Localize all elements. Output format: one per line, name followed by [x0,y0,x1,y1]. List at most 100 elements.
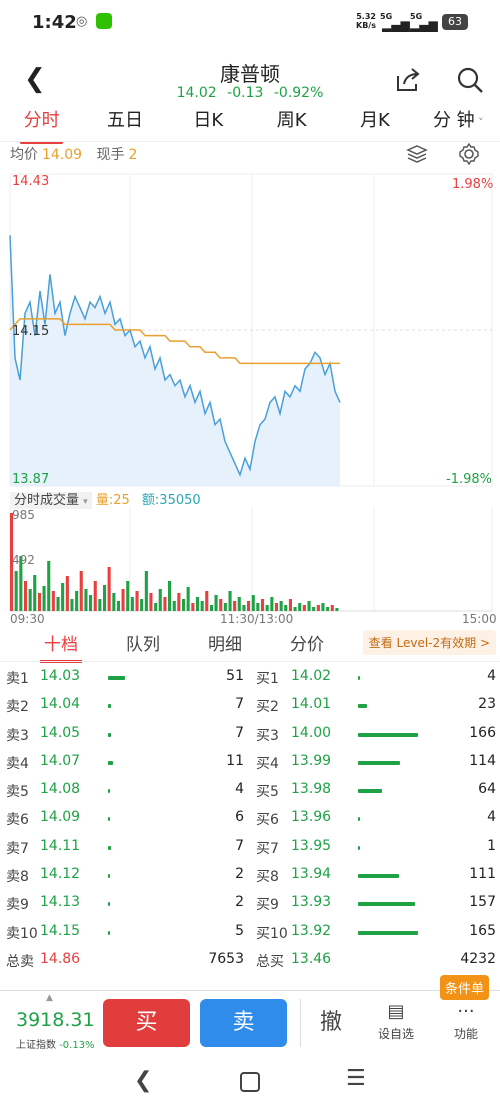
sell-volume: 7 [235,724,244,741]
sell-volume: 6 [235,809,244,826]
tab-daily-k[interactable]: 日K [193,110,224,131]
tab-5day[interactable]: 五日 [106,110,143,131]
volume-indicator-select[interactable]: 分时成交量 ▾ [10,492,92,509]
net-speed-value: 5.32 [356,12,376,21]
volume-bar [293,607,297,611]
buy-price: 13.98 [291,781,332,798]
orderbook-row[interactable]: 卖4 14.07 11 买4 13.99 114 [0,749,500,777]
orderbook-row[interactable]: 卖1 14.03 51 买1 14.02 4 [0,664,500,692]
sell-button[interactable]: 卖 [200,999,287,1047]
sell-volume-bar [108,704,111,709]
volume-bar [326,607,330,611]
buy-level-label: 买3 [256,727,279,744]
current-hand-label: 现手 [96,147,125,163]
buy-volume-bar [358,874,399,879]
y-min-label: 13.87 [12,472,50,487]
pct-min-label: -1.98% [446,472,492,487]
tab-details[interactable]: 明细 [208,635,242,655]
level2-link[interactable]: 查看 Level-2有效期 > [362,630,496,655]
buy-volume: 157 [469,894,496,911]
search-icon[interactable] [456,66,484,94]
net-speed-unit: KB/s [356,21,376,30]
more-icon: ··· [457,1001,475,1022]
buy-price: 13.99 [291,752,332,769]
volume-bar [51,591,55,611]
index-label: 上证指数 -0.13% [16,1040,95,1051]
volume-bar [130,597,134,611]
volume-bar [163,597,167,611]
volume-bar [33,575,37,611]
volume-bar [223,603,227,611]
buy-volume: 114 [469,752,496,769]
total-sell-volume: 7653 [208,950,244,967]
gear-icon[interactable] [458,143,480,165]
x-start-label: 09:30 [10,612,45,626]
order-book: 卖1 14.03 51 买1 14.02 4 卖2 14.04 7 买2 14.01 23 卖3 14.0… [0,664,500,975]
orderbook-row[interactable]: 卖6 14.09 6 买6 13.96 4 [0,805,500,833]
layers-icon[interactable] [406,144,428,164]
orderbook-row[interactable]: 卖7 14.11 7 买7 13.95 1 [0,834,500,862]
condition-order-badge[interactable]: 条件单 [440,975,490,1000]
total-buy-label: 总买 [256,953,284,970]
volume-bar [172,601,176,611]
x-mid-label: 11:30/13:00 [220,612,294,626]
nav-back-icon[interactable]: ❮ [134,1068,153,1093]
buy-button[interactable]: 买 [103,999,190,1047]
sell-volume-bar [108,817,110,822]
total-sell-price: 14.86 [40,950,81,967]
back-icon[interactable]: ❮ [24,64,46,94]
volume-bar [112,593,116,611]
volume-bar [256,603,260,611]
tab-ten-levels[interactable]: 十档 [40,630,82,663]
tab-price-distribution[interactable]: 分价 [290,635,324,655]
volume-bar [168,581,172,611]
buy-volume: 166 [469,724,496,741]
sell-volume-bar [108,760,113,765]
orderbook-row[interactable]: 卖2 14.04 7 买2 14.01 23 [0,692,500,720]
buy-price: 13.93 [291,894,332,911]
volume-bar [182,599,186,611]
intraday-price-chart[interactable] [0,172,500,488]
add-watchlist-button[interactable]: ▤ 设自选 [366,999,426,1042]
tab-queue[interactable]: 队列 [126,635,160,655]
orderbook-row[interactable]: 卖3 14.05 7 买3 14.00 166 [0,721,500,749]
orderbook-row[interactable]: 卖8 14.12 2 买8 13.94 111 [0,862,500,890]
orderbook-row[interactable]: 卖10 14.15 5 买10 13.92 165 [0,919,500,947]
volume-bar [177,593,181,611]
orderbook-row[interactable]: 卖9 14.13 2 买9 13.93 157 [0,890,500,918]
tab-minute[interactable]: 分 钟 ˅ [417,108,500,138]
buy-level-label: 买8 [256,869,279,886]
index-value[interactable]: 3918.31 [16,1009,95,1031]
chevron-down-icon: ˅ [474,116,484,129]
status-bar: 1:42 ◎ 5.32 KB/s 5G ▂▄▆ 5G ▂▄▆ 63 [0,0,500,46]
functions-label: 功能 [453,1027,478,1041]
sell-level-label: 卖9 [6,897,29,914]
tab-intraday[interactable]: 分时 [0,108,83,144]
volume-bar [200,601,204,611]
volume-bar [330,605,334,611]
tab-minute-label: 分 钟 [432,110,475,131]
buy-volume: 23 [478,696,496,713]
buy-price: 13.94 [291,866,332,883]
sell-level-label: 卖4 [6,755,29,772]
volume-bar [107,567,111,611]
volume-bar [219,599,223,611]
net-speed: 5.32 KB/s [356,12,376,30]
volume-bar [307,601,311,611]
buy-price: 13.95 [291,837,332,854]
nav-home-icon[interactable] [240,1072,260,1092]
volume-bar [195,597,199,611]
signal-icon-1: ▂▄▆ [382,18,410,32]
volume-bar [84,589,88,611]
orderbook-row[interactable]: 卖5 14.08 4 买5 13.98 64 [0,777,500,805]
collapse-up-icon[interactable]: ▲ [46,993,53,1003]
signal-icon-2: ▂▄▆ [410,18,438,32]
cancel-order-button[interactable]: 撤 [300,999,361,1047]
tab-monthly-k[interactable]: 月K [360,110,390,131]
buy-level-label: 买9 [256,897,279,914]
nav-recents-icon[interactable]: ☰ [346,1066,366,1091]
functions-button[interactable]: ··· 功能 [436,999,496,1042]
tab-weekly-k[interactable]: 周K [276,110,307,131]
sell-price: 14.12 [40,866,81,883]
share-icon[interactable] [394,66,422,94]
